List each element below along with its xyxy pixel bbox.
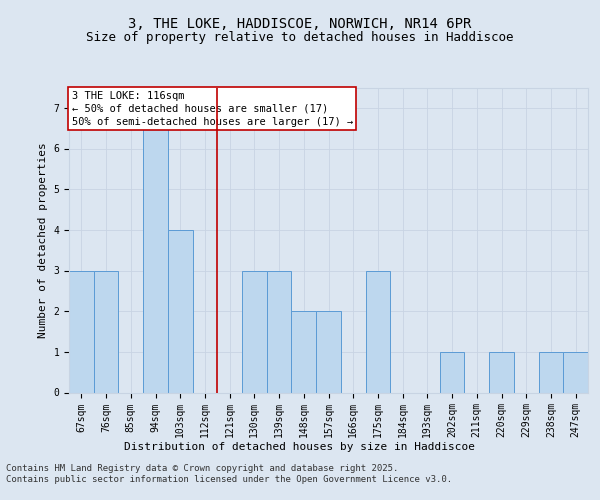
Bar (94, 270, 118, 392)
Bar (143, 108, 168, 393)
Bar (365, 270, 390, 392)
Text: 3, THE LOKE, HADDISCOE, NORWICH, NR14 6PR: 3, THE LOKE, HADDISCOE, NORWICH, NR14 6P… (128, 18, 472, 32)
Text: 3 THE LOKE: 116sqm
← 50% of detached houses are smaller (17)
50% of semi-detache: 3 THE LOKE: 116sqm ← 50% of detached hou… (71, 90, 353, 127)
Text: Distribution of detached houses by size in Haddiscoe: Distribution of detached houses by size … (125, 442, 476, 452)
Bar (316, 311, 341, 392)
Y-axis label: Number of detached properties: Number of detached properties (38, 142, 48, 338)
Bar (440, 352, 464, 393)
Bar (292, 311, 316, 392)
Bar (563, 352, 588, 393)
Text: Contains public sector information licensed under the Open Government Licence v3: Contains public sector information licen… (6, 475, 452, 484)
Bar (69, 270, 94, 392)
Bar (168, 230, 193, 392)
Bar (267, 270, 292, 392)
Text: Contains HM Land Registry data © Crown copyright and database right 2025.: Contains HM Land Registry data © Crown c… (6, 464, 398, 473)
Text: Size of property relative to detached houses in Haddiscoe: Size of property relative to detached ho… (86, 31, 514, 44)
Bar (489, 352, 514, 393)
Bar (539, 352, 563, 393)
Bar (242, 270, 267, 392)
